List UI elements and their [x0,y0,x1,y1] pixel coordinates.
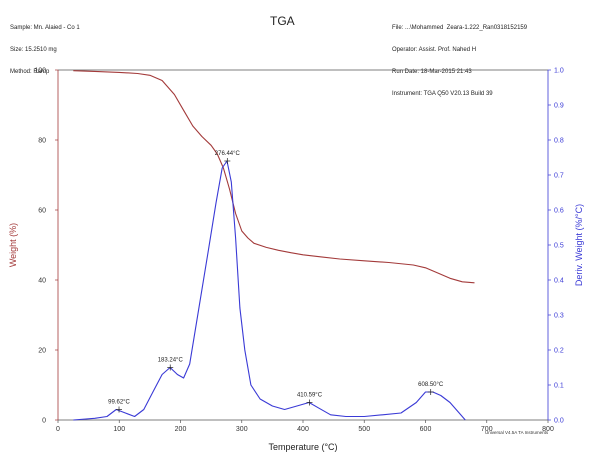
y-right-tick-label: 0.7 [554,173,564,180]
y-right-tick-label: 0.4 [554,278,564,285]
peak-annotation: 410.59°C [297,393,323,399]
sample-line: Sample: Mn. Alaied - Co 1 [10,24,80,31]
deriv-weight-curve [73,160,466,421]
x-tick-label: 0 [56,426,60,433]
x-tick-label: 600 [420,426,432,433]
run-date-line: Run Date: 18-Mar-2015 21:43 [392,69,472,76]
y-right-tick-label: 0.1 [554,383,564,390]
y-right-tick-label: 0.6 [554,208,564,215]
y-left-tick-label: 80 [38,138,46,145]
x-tick-label: 400 [297,426,309,433]
y-left-tick-label: 100 [34,68,46,75]
y-left-tick-label: 0 [42,418,46,425]
instrument-line: Instrument: TGA Q50 V20.13 Build 39 [392,91,493,98]
x-tick-label: 100 [113,426,125,433]
peak-annotation: 608.50°C [418,382,444,388]
y-right-tick-label: 0.9 [554,103,564,110]
run-info: File: ...\Mohammed Zeara-1.222_Ran031815… [392,10,527,106]
x-tick-label: 500 [358,426,370,433]
x-tick-label: 300 [236,426,248,433]
sample-info: Sample: Mn. Alaied - Co 1 Size: 15.2510 … [10,10,80,84]
operator-line: Operator: Assist. Prof. Nahed H [392,47,477,54]
x-axis-label: Temperature (°C) [268,442,337,452]
chart-title: TGA [270,14,295,28]
y-right-axis-label: Deriv. Weight (%/°C) [574,204,584,286]
y-right-tick-label: 0.3 [554,313,564,320]
footer-note: Universal V4.5A TA Instruments [485,430,549,435]
y-right-tick-label: 1.0 [554,68,564,75]
method-line: Method: Ramp [10,69,50,76]
size-line: Size: 15.2510 mg [10,47,57,54]
y-right-tick-label: 0.8 [554,138,564,145]
peak-annotation: 99.62°C [108,400,130,406]
y-left-axis-label: Weight (%) [8,223,18,267]
y-right-tick-label: 0.2 [554,348,564,355]
weight-curve [73,70,475,284]
y-left-tick-label: 60 [38,208,46,215]
peak-annotation: 183.24°C [158,358,184,364]
x-tick-label: 200 [175,426,187,433]
file-line: File: ...\Mohammed Zeara-1.222_Ran031815… [392,24,528,31]
x-tick-label: 700 [481,426,493,433]
peak-annotation: 276.44°C [215,151,241,157]
y-left-tick-label: 40 [38,278,46,285]
x-tick-label: 800 [542,426,554,433]
y-right-tick-label: 0.0 [554,418,564,425]
y-right-tick-label: 0.5 [554,243,564,250]
y-left-tick-label: 20 [38,348,46,355]
